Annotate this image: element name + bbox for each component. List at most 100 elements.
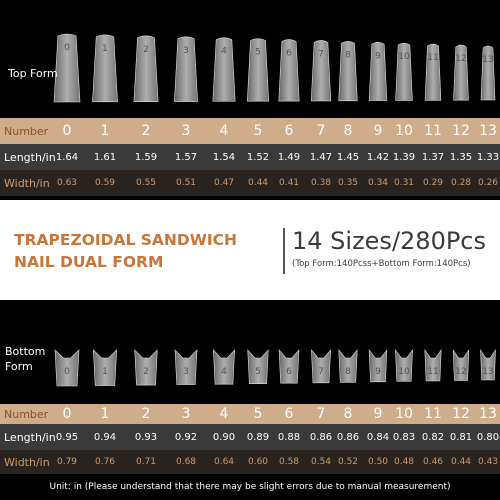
table-cell: 1.57 xyxy=(174,151,198,163)
row-label: Length/in xyxy=(4,430,56,444)
nail xyxy=(247,349,269,384)
nail xyxy=(93,349,117,386)
nail-number: 12 xyxy=(455,54,466,64)
table-cell: 0.52 xyxy=(337,457,359,467)
table-cell: 0.86 xyxy=(336,431,360,443)
table-cell: 0.41 xyxy=(278,178,300,188)
table-cell: 0.92 xyxy=(174,431,198,443)
table-cell: 0.34 xyxy=(367,178,389,188)
nail xyxy=(338,349,358,383)
table-cell: 9 xyxy=(373,406,383,422)
table-cell: 0.88 xyxy=(277,431,301,443)
table-cell: 2 xyxy=(141,123,151,139)
table-cell: 0.54 xyxy=(310,457,332,467)
table-cell: 12 xyxy=(452,406,470,422)
nail xyxy=(480,45,496,101)
nail xyxy=(453,44,469,101)
table-cell: 0.28 xyxy=(450,178,472,188)
table-row xyxy=(0,170,500,196)
table-cell: 0.46 xyxy=(422,457,444,467)
sizes: 14 Sizes/280Pcs xyxy=(292,227,487,255)
table-cell: 0.44 xyxy=(247,178,269,188)
table-cell: 8 xyxy=(343,123,353,139)
banner-title: TRAPEZOIDAL SANDWICH NAIL DUAL FORM xyxy=(14,229,237,273)
table-cell: 0.76 xyxy=(94,457,116,467)
nail-number: 13 xyxy=(482,367,493,377)
nail xyxy=(452,348,470,381)
table-cell: 1.47 xyxy=(309,151,333,163)
nail-number: 5 xyxy=(255,48,261,58)
table-cell: 0.68 xyxy=(175,457,197,467)
table-cell: 0.35 xyxy=(337,178,359,188)
table-row xyxy=(0,450,500,474)
table-cell: 0.84 xyxy=(366,431,390,443)
table-cell: 0.79 xyxy=(56,457,78,467)
table-cell: 1.45 xyxy=(336,151,360,163)
row-label: Width/in xyxy=(4,176,50,190)
table-cell: 1.42 xyxy=(366,151,390,163)
table-row xyxy=(0,404,500,424)
table-cell: 0.83 xyxy=(392,431,416,443)
nail xyxy=(212,37,236,102)
table-cell: 1.37 xyxy=(421,151,445,163)
nail-number: 9 xyxy=(375,51,381,61)
table-cell: 0 xyxy=(62,406,72,422)
table-cell: 0.50 xyxy=(367,457,389,467)
nail-number: 1 xyxy=(102,44,108,54)
row-label: Length/in xyxy=(4,150,56,164)
nail xyxy=(53,33,81,103)
table-cell: 0 xyxy=(62,123,72,139)
nail-number: 3 xyxy=(183,46,189,56)
table-cell: 3 xyxy=(181,123,191,139)
table-cell: 1.59 xyxy=(134,151,158,163)
nail xyxy=(133,35,159,102)
table-cell: 0.93 xyxy=(134,431,158,443)
nail xyxy=(92,34,118,103)
nail-number: 5 xyxy=(255,367,261,377)
nail-number: 10 xyxy=(398,52,410,62)
nail-number: 6 xyxy=(286,367,292,377)
nail xyxy=(54,349,80,387)
row-label: Number xyxy=(4,407,49,421)
nail-number: 10 xyxy=(398,367,410,377)
nail xyxy=(368,42,388,101)
table-cell: 0.26 xyxy=(477,178,499,188)
table-row xyxy=(0,424,500,450)
table-cell: 10 xyxy=(395,406,413,422)
nail-number: 8 xyxy=(345,367,351,377)
table-cell: 0.90 xyxy=(212,431,236,443)
table-cell: 0.63 xyxy=(56,178,78,188)
divider xyxy=(283,228,285,274)
nail-number: 4 xyxy=(221,47,227,57)
table-cell: 0.47 xyxy=(213,178,235,188)
table-cell: 0.31 xyxy=(393,178,415,188)
table-cell: 1.64 xyxy=(55,151,79,163)
table-cell: 0.86 xyxy=(309,431,333,443)
nail xyxy=(213,349,235,385)
table-cell: 1.35 xyxy=(449,151,473,163)
nail xyxy=(246,38,270,102)
nail xyxy=(368,349,388,383)
nail-number: 9 xyxy=(375,367,381,377)
table-cell: 0.89 xyxy=(246,431,270,443)
nail-number: 13 xyxy=(482,55,493,65)
nail xyxy=(278,349,300,384)
table-cell: 0.43 xyxy=(477,457,499,467)
nail xyxy=(174,349,198,385)
nail-number: 8 xyxy=(345,50,351,60)
row-label: Width/in xyxy=(4,455,50,469)
nail xyxy=(278,39,300,102)
nail xyxy=(311,349,331,384)
table-cell: 11 xyxy=(424,123,442,139)
nail xyxy=(395,349,413,382)
nail-number: 0 xyxy=(64,367,70,377)
table-cell: 0.51 xyxy=(175,178,197,188)
table-cell: 0.48 xyxy=(393,457,415,467)
nail xyxy=(174,36,198,102)
table-row xyxy=(0,118,500,144)
title-line: NAIL DUAL FORM xyxy=(14,253,164,271)
table-cell: 1.61 xyxy=(93,151,117,163)
table-cell: 1.33 xyxy=(476,151,500,163)
nail xyxy=(424,349,442,382)
